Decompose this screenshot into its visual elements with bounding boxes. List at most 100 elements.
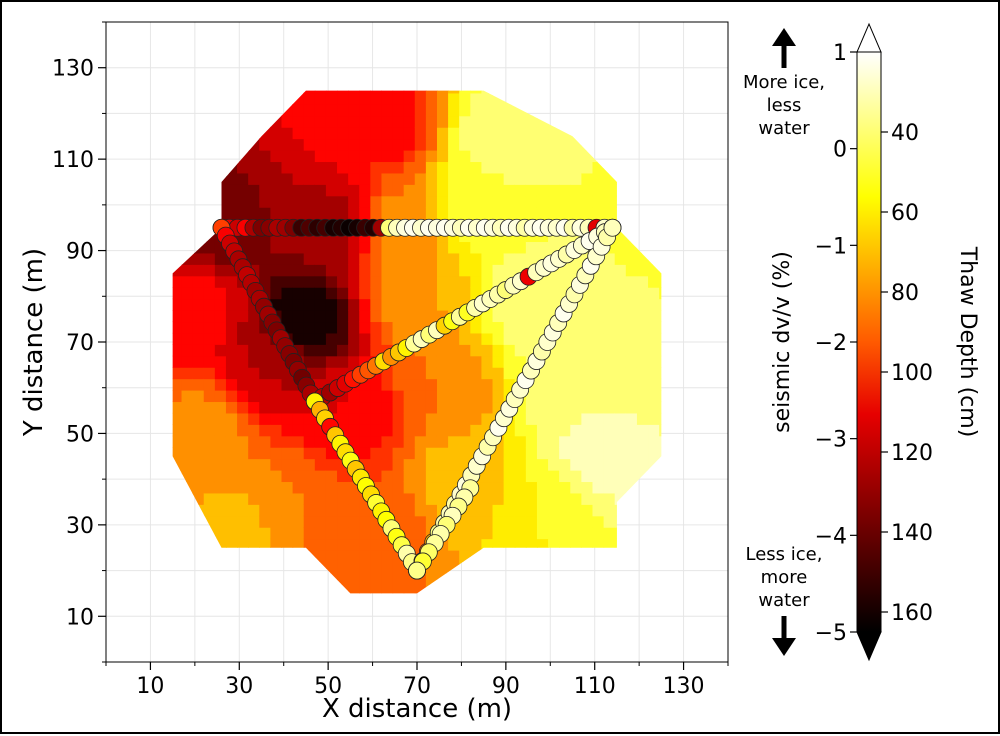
contour-cell xyxy=(470,104,483,117)
contour-cell xyxy=(425,367,438,380)
contour-cell xyxy=(303,355,316,368)
contour-cell xyxy=(459,138,471,151)
contour-cell xyxy=(536,252,549,265)
contour-cell xyxy=(525,458,538,471)
contour-cell xyxy=(448,458,460,471)
contour-cell xyxy=(270,424,283,437)
contour-cell xyxy=(348,92,360,105)
contour-cell xyxy=(192,378,205,391)
contour-cell xyxy=(172,390,183,403)
contour-cell xyxy=(237,367,249,380)
contour-cell xyxy=(525,390,538,403)
contour-cell xyxy=(248,390,260,403)
contour-cell xyxy=(214,515,227,528)
contour-cell xyxy=(548,172,560,185)
contour-cell xyxy=(470,90,483,94)
contour-cell xyxy=(303,287,316,300)
contour-cell xyxy=(337,538,349,551)
contour-cell xyxy=(570,321,582,334)
contour-cell xyxy=(648,287,660,300)
contour-cell xyxy=(603,401,616,414)
contour-cell xyxy=(348,310,360,323)
contour-cell xyxy=(303,207,316,220)
contour-cell xyxy=(414,104,427,117)
contour-cell xyxy=(525,424,538,437)
contour-cell xyxy=(237,424,249,437)
contour-cell xyxy=(203,241,216,254)
contour-cell xyxy=(203,481,216,494)
contour-cell xyxy=(448,92,460,105)
contour-cell xyxy=(470,184,483,197)
contour-cell xyxy=(559,207,571,220)
contour-cell xyxy=(292,92,305,105)
contour-cell xyxy=(348,561,360,574)
contour-cell xyxy=(570,538,582,551)
contour-cell xyxy=(659,447,662,460)
contour-cell xyxy=(425,184,438,197)
contour-cell xyxy=(314,332,327,345)
contour-cell xyxy=(237,435,249,448)
colorbar-right-tick-label: 160 xyxy=(891,601,933,626)
contour-cell xyxy=(592,412,605,425)
contour-cell xyxy=(525,470,538,483)
contour-cell xyxy=(548,538,560,551)
contour-cell xyxy=(314,321,327,334)
contour-cell xyxy=(270,298,283,311)
contour-cell xyxy=(648,378,660,391)
contour-cell xyxy=(525,195,538,208)
contour-cell xyxy=(503,470,516,483)
contour-cell xyxy=(303,470,316,483)
contour-cell xyxy=(459,252,471,265)
contour-cell xyxy=(570,172,582,185)
contour-cell xyxy=(214,458,227,471)
contour-cell xyxy=(425,470,438,483)
contour-cell xyxy=(381,172,394,185)
contour-cell xyxy=(314,538,327,551)
contour-cell xyxy=(225,492,238,505)
contour-cell xyxy=(459,275,471,288)
contour-cell xyxy=(225,195,238,208)
contour-cell xyxy=(381,378,394,391)
contour-cell xyxy=(259,504,271,517)
contour-cell xyxy=(281,412,294,425)
contour-cell xyxy=(259,332,271,345)
contour-cell xyxy=(436,344,449,357)
contour-cell xyxy=(570,150,582,163)
contour-cell xyxy=(337,470,349,483)
contour-cell xyxy=(448,184,460,197)
contour-cell xyxy=(203,378,216,391)
contour-cell xyxy=(259,447,271,460)
contour-cell xyxy=(270,458,283,471)
contour-cell xyxy=(559,367,571,380)
contour-cell xyxy=(425,207,438,220)
contour-cell xyxy=(481,527,494,540)
contour-cell xyxy=(259,412,271,425)
contour-cell xyxy=(503,424,516,437)
contour-cell xyxy=(559,412,571,425)
contour-cell xyxy=(259,527,271,540)
contour-cell xyxy=(581,310,594,323)
contour-cell xyxy=(337,492,349,505)
contour-cell xyxy=(248,344,260,357)
contour-cell xyxy=(559,401,571,414)
contour-cell xyxy=(370,92,383,105)
contour-cell xyxy=(570,252,582,265)
contour-cell xyxy=(314,515,327,528)
contour-cell xyxy=(525,538,538,551)
contour-cell xyxy=(203,332,216,345)
contour-cell xyxy=(381,161,394,174)
contour-cell xyxy=(381,252,394,265)
contour-cell xyxy=(348,298,360,311)
contour-cell xyxy=(592,355,605,368)
contour-cell xyxy=(459,367,471,380)
dvv-point-southeast xyxy=(603,218,622,237)
contour-cell xyxy=(325,150,338,163)
contour-cell xyxy=(348,321,360,334)
contour-cell xyxy=(370,172,383,185)
contour-cell xyxy=(492,515,505,528)
contour-cell xyxy=(337,241,349,254)
contour-cell xyxy=(470,172,483,185)
contour-cell xyxy=(370,401,383,414)
contour-cell xyxy=(303,412,316,425)
contour-cell xyxy=(381,127,394,140)
